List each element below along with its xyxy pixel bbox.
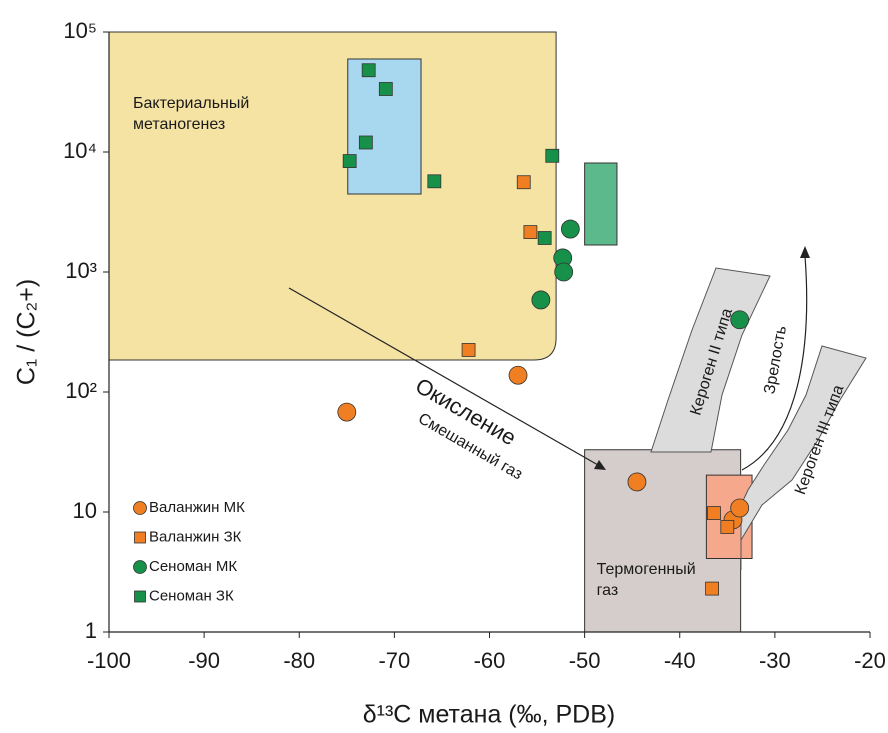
x-tick-label: -100 [87, 648, 131, 673]
point [427, 174, 442, 189]
legend: Валанжин МК Валанжин ЗК Сеноман МК Сеноман … [133, 499, 245, 604]
point [545, 148, 560, 163]
region [347, 58, 422, 195]
legend-label: Валанжин МК [149, 499, 245, 516]
y-tick-label: 10³ [65, 258, 97, 283]
kerogen-3-band [740, 345, 867, 570]
point [337, 402, 357, 422]
point [523, 225, 538, 240]
point [730, 498, 750, 518]
region [108, 31, 557, 361]
point [720, 520, 735, 534]
x-tick-label: -80 [283, 648, 315, 673]
point [537, 231, 552, 245]
x-tick-label: -70 [378, 648, 410, 673]
maturity-label: Зрелость [761, 324, 790, 395]
x-axis-label: δ¹³C метана (‰, PDB) [363, 701, 616, 729]
y-tick-label: 10⁴ [63, 138, 97, 163]
legend-swatch [133, 560, 147, 574]
region-label: газ [597, 582, 619, 599]
legend-swatch [133, 501, 147, 515]
point [554, 262, 574, 282]
y-tick-label: 10 [73, 498, 97, 523]
x-tick-label: -90 [188, 648, 220, 673]
legend-swatch [134, 590, 146, 603]
axes: -100 -90 -80 -70 -60 -50 -40 -30 -20 1 10 10² 10³ 10⁴… [63, 18, 886, 673]
x-tick-label: -40 [664, 648, 696, 673]
point [358, 135, 373, 150]
point [508, 365, 528, 385]
maturity-arrow [741, 255, 808, 471]
oxidation-arrowhead [594, 460, 606, 470]
legend-label: Сеноман МК [149, 558, 237, 575]
region [584, 162, 618, 246]
region-label: Термогенный [597, 561, 696, 578]
point [560, 219, 580, 239]
legend-label: Валанжин ЗК [149, 528, 242, 545]
x-tick-label: -60 [474, 648, 506, 673]
y-tick-label: 10² [65, 378, 97, 403]
x-tick-label: -30 [759, 648, 791, 673]
points [337, 63, 750, 596]
point [707, 506, 721, 520]
point [730, 310, 750, 330]
oxidation-arrow [288, 287, 599, 466]
point [516, 175, 531, 190]
point [627, 472, 647, 492]
region-label: метаногенез [133, 116, 225, 133]
point [461, 343, 476, 357]
point [705, 581, 719, 596]
y-tick-label: 1 [85, 618, 97, 643]
x-tick-label: -20 [854, 648, 886, 673]
x-tick-label: -50 [569, 648, 601, 673]
legend-label: Сеноман ЗК [149, 587, 234, 604]
point [342, 154, 357, 168]
point [361, 63, 376, 78]
point [378, 82, 393, 96]
y-axis-label: C₁ / (C₂+) [13, 279, 41, 385]
legend-swatch [134, 531, 146, 544]
maturity-arrowhead [800, 246, 810, 258]
point [531, 290, 551, 310]
region-label: Бактериальный [133, 95, 249, 112]
y-tick-label: 10⁵ [63, 18, 97, 43]
